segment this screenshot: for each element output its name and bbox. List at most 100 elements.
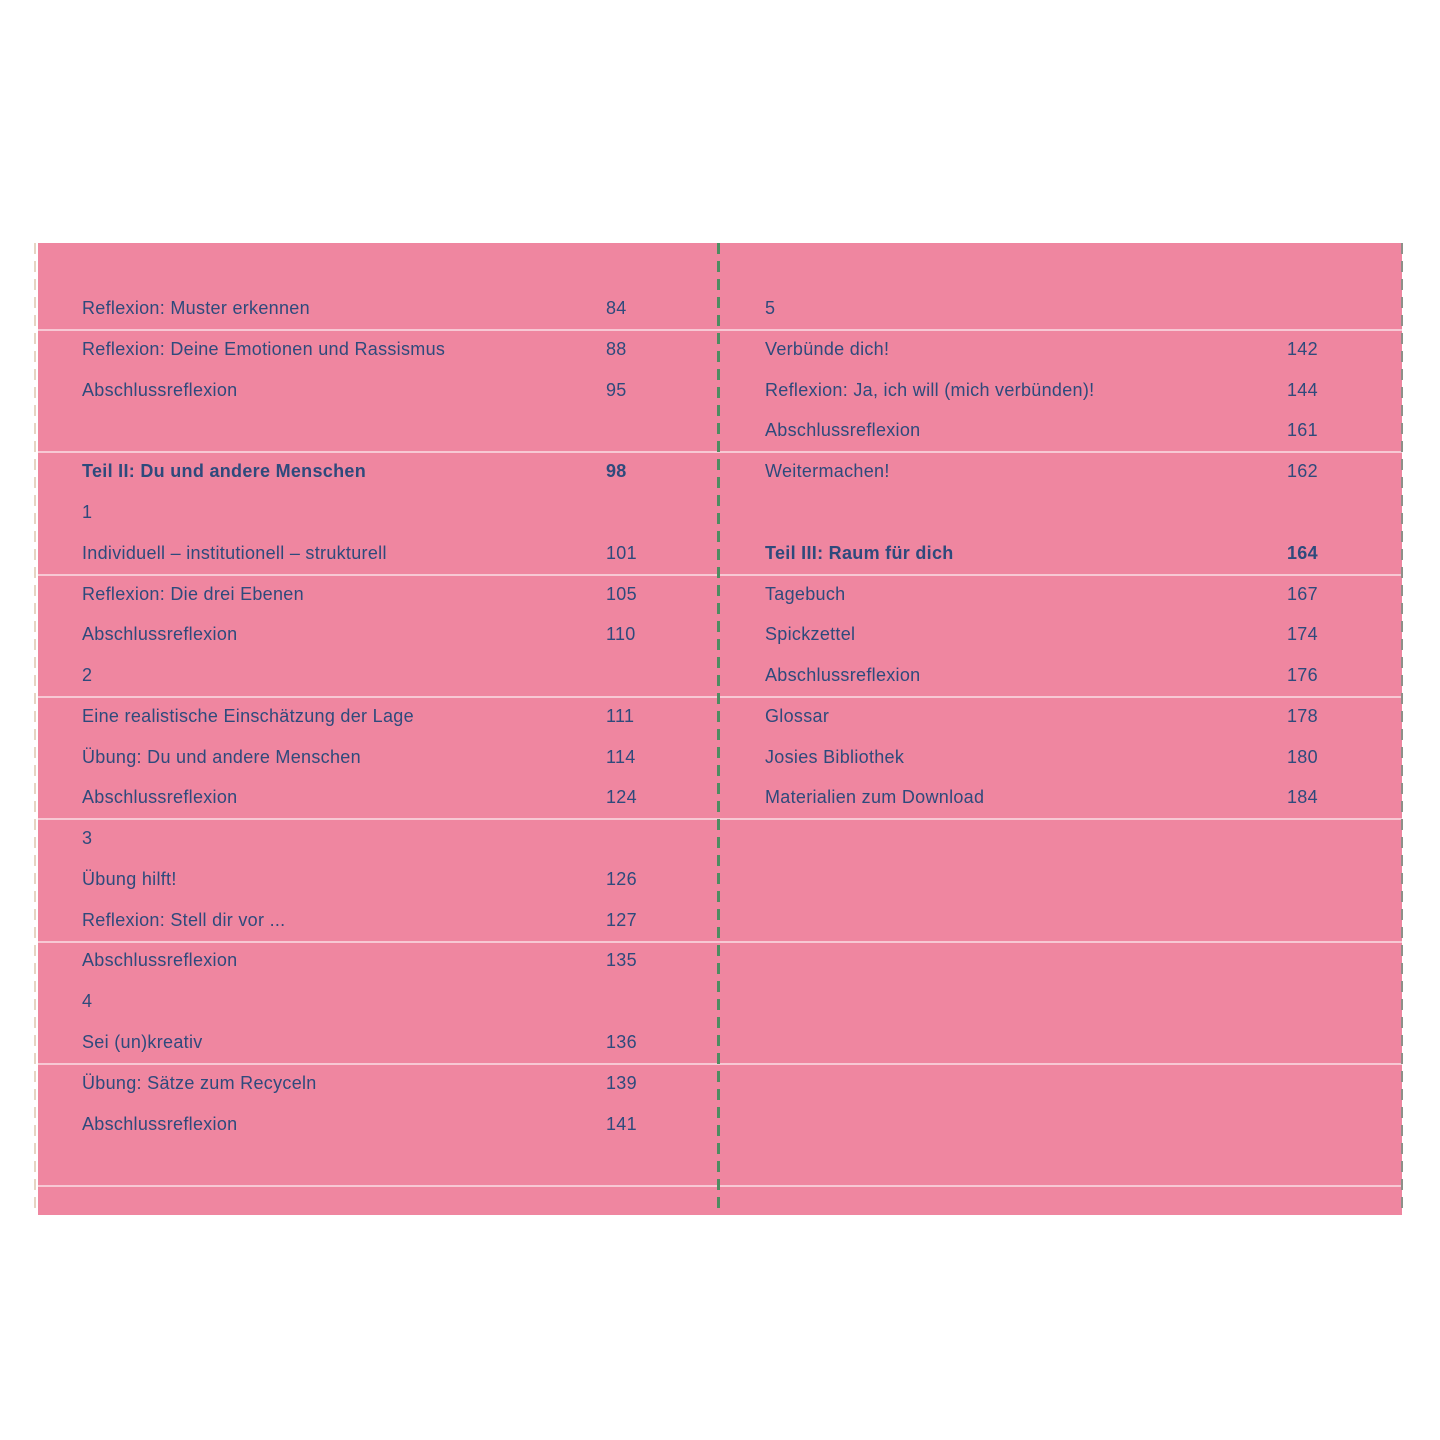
toc-entry-label: Teil III: Raum für dich <box>765 542 954 563</box>
toc-entry-page-number: 144 <box>1287 379 1318 400</box>
toc-entry-page-number: 84 <box>606 298 627 319</box>
toc-entry: Abschlussreflexion 110 <box>82 614 702 655</box>
toc-entry-page-number: 127 <box>606 909 637 930</box>
toc-entry: Reflexion: Deine Emotionen und Rassismus… <box>82 329 702 370</box>
toc-entry-page-number: 110 <box>606 624 636 645</box>
toc-entry-label: Spickzettel <box>765 624 856 645</box>
toc-entry: Abschlussreflexion 124 <box>82 778 702 819</box>
toc-entry-label: 3 <box>82 828 93 849</box>
toc-entry-label: Reflexion: Stell dir vor ... <box>82 909 286 930</box>
row-divider-line <box>38 451 1402 454</box>
toc-entry-label: Abschlussreflexion <box>82 624 238 645</box>
toc-entry: Spickzettel 174 <box>765 614 1385 655</box>
toc-entry-label: Glossar <box>765 705 830 726</box>
toc-sheet: Reflexion: Muster erkennen 84 Reflexion: D… <box>34 243 1403 1215</box>
toc-entry-label: 5 <box>765 298 776 319</box>
toc-entry: Weitermachen! 162 <box>765 451 1385 492</box>
toc-entry-page-number: 161 <box>1287 420 1318 441</box>
toc-entry-label: Reflexion: Ja, ich will (mich verbünden)… <box>765 379 1095 400</box>
toc-entry: Teil III: Raum für dich 164 <box>765 533 1385 574</box>
toc-entry: 3 <box>82 818 702 859</box>
toc-entry-label: Reflexion: Deine Emotionen und Rassismus <box>82 338 446 359</box>
toc-entry: 4 <box>82 981 702 1022</box>
row-divider-line <box>38 940 1402 943</box>
toc-entry-label: Abschlussreflexion <box>82 787 238 808</box>
toc-entry: Abschlussreflexion 161 <box>765 411 1385 452</box>
toc-entry-page-number: 111 <box>606 705 635 726</box>
toc-entry-label: Josies Bibliothek <box>765 746 905 767</box>
toc-entry-page-number: 88 <box>606 338 627 359</box>
toc-entry: Reflexion: Stell dir vor ... 127 <box>82 900 702 941</box>
toc-entry-page-number: 124 <box>606 787 637 808</box>
toc-entry-page-number: 180 <box>1287 746 1318 767</box>
toc-entry-page-number: 162 <box>1287 461 1318 482</box>
toc-entry: Materialien zum Download 184 <box>765 778 1385 819</box>
toc-entry-label: Reflexion: Muster erkennen <box>82 298 310 319</box>
toc-entry-page-number: 101 <box>606 542 637 563</box>
toc-entry-label: Übung hilft! <box>82 868 177 889</box>
toc-entry: Teil II: Du und andere Menschen 98 <box>82 451 702 492</box>
toc-entry: 2 <box>82 655 702 696</box>
toc-entry-page-number: 174 <box>1287 624 1318 645</box>
toc-entry: 5 <box>765 288 1385 329</box>
toc-entry: Abschlussreflexion 176 <box>765 655 1385 696</box>
toc-entry: Reflexion: Muster erkennen 84 <box>82 288 702 329</box>
toc-entry-page-number: 95 <box>606 379 627 400</box>
row-divider-line <box>38 1062 1402 1065</box>
toc-column-right: 5 Verbünde dich! 142 Reflexion: Ja, ich wil… <box>38 243 1402 1215</box>
toc-entry: Abschlussreflexion 95 <box>82 370 702 411</box>
toc-entry-label: Teil II: Du und andere Menschen <box>82 461 367 482</box>
toc-entry: Abschlussreflexion 135 <box>82 941 702 982</box>
toc-entry-label: Sei (un)kreativ <box>82 1032 203 1053</box>
toc-entry: Reflexion: Ja, ich will (mich verbünden)… <box>765 370 1385 411</box>
toc-entry: Übung: Sätze zum Recyceln 139 <box>82 1063 702 1104</box>
toc-entry: Individuell – institutionell – strukture… <box>82 533 702 574</box>
toc-entry-page-number: 105 <box>606 583 637 604</box>
row-divider-line <box>38 573 1402 576</box>
toc-entry-label: Materialien zum Download <box>765 787 985 808</box>
toc-entry-label: Abschlussreflexion <box>82 1113 238 1134</box>
row-divider-line <box>38 818 1402 821</box>
toc-entry-page-number: 135 <box>606 950 637 971</box>
toc-entry: Eine realistische Einschätzung der Lage 1… <box>82 696 702 737</box>
toc-entry: Tagebuch 167 <box>765 574 1385 615</box>
toc-entry-label: Reflexion: Die drei Ebenen <box>82 583 304 604</box>
row-divider-line <box>38 1185 1402 1188</box>
toc-entry: Übung: Du und andere Menschen 114 <box>82 737 702 778</box>
toc-entry-label: 1 <box>82 502 93 522</box>
toc-column-left: Reflexion: Muster erkennen 84 Reflexion: D… <box>38 243 1402 1215</box>
toc-entry-page-number: 98 <box>606 461 627 482</box>
toc-entry: Sei (un)kreativ 136 <box>82 1022 702 1063</box>
toc-entry-page-number: 167 <box>1287 583 1318 604</box>
toc-entry-label: Verbünde dich! <box>765 338 890 359</box>
toc-entry-label: Tagebuch <box>765 583 846 604</box>
toc-entry-page-number: 176 <box>1287 665 1318 686</box>
toc-entry-page-number: 139 <box>606 1072 637 1093</box>
toc-entry-label: Übung: Du und andere Menschen <box>82 746 361 767</box>
toc-entry-page-number: 142 <box>1287 338 1318 359</box>
row-divider-line <box>38 329 1402 331</box>
right-edge-dashed-line <box>1401 243 1403 1215</box>
toc-entry: Reflexion: Die drei Ebenen 105 <box>82 574 702 615</box>
toc-entry-label: Individuell – institutionell – strukture… <box>82 542 387 563</box>
toc-entry-page-number: 164 <box>1287 542 1318 563</box>
row-divider-line <box>38 695 1402 698</box>
toc-entry-label: Abschlussreflexion <box>82 379 238 400</box>
toc-entry: Glossar 178 <box>765 696 1385 737</box>
toc-entry-page-number: 136 <box>606 1032 637 1053</box>
toc-entry-page-number: 178 <box>1287 705 1318 726</box>
toc-entry-page-number: 141 <box>606 1113 637 1134</box>
toc-entry-label: 2 <box>82 665 93 686</box>
toc-entry: Abschlussreflexion 141 <box>82 1104 702 1145</box>
toc-entry: Verbünde dich! 142 <box>765 329 1385 370</box>
toc-entry-label: 4 <box>82 991 93 1012</box>
toc-entry-page-number: 114 <box>606 746 636 767</box>
toc-entry-label: Eine realistische Einschätzung der Lage <box>82 705 414 726</box>
toc-entry-page-number: 126 <box>606 868 637 889</box>
center-fold-dashed-line <box>717 243 720 1215</box>
toc-entry: 1 <box>82 492 702 533</box>
toc-entry-label: Abschlussreflexion <box>765 420 921 441</box>
toc-entry-label: Übung: Sätze zum Recyceln <box>82 1072 317 1093</box>
toc-entry-label: Weitermachen! <box>765 461 890 482</box>
